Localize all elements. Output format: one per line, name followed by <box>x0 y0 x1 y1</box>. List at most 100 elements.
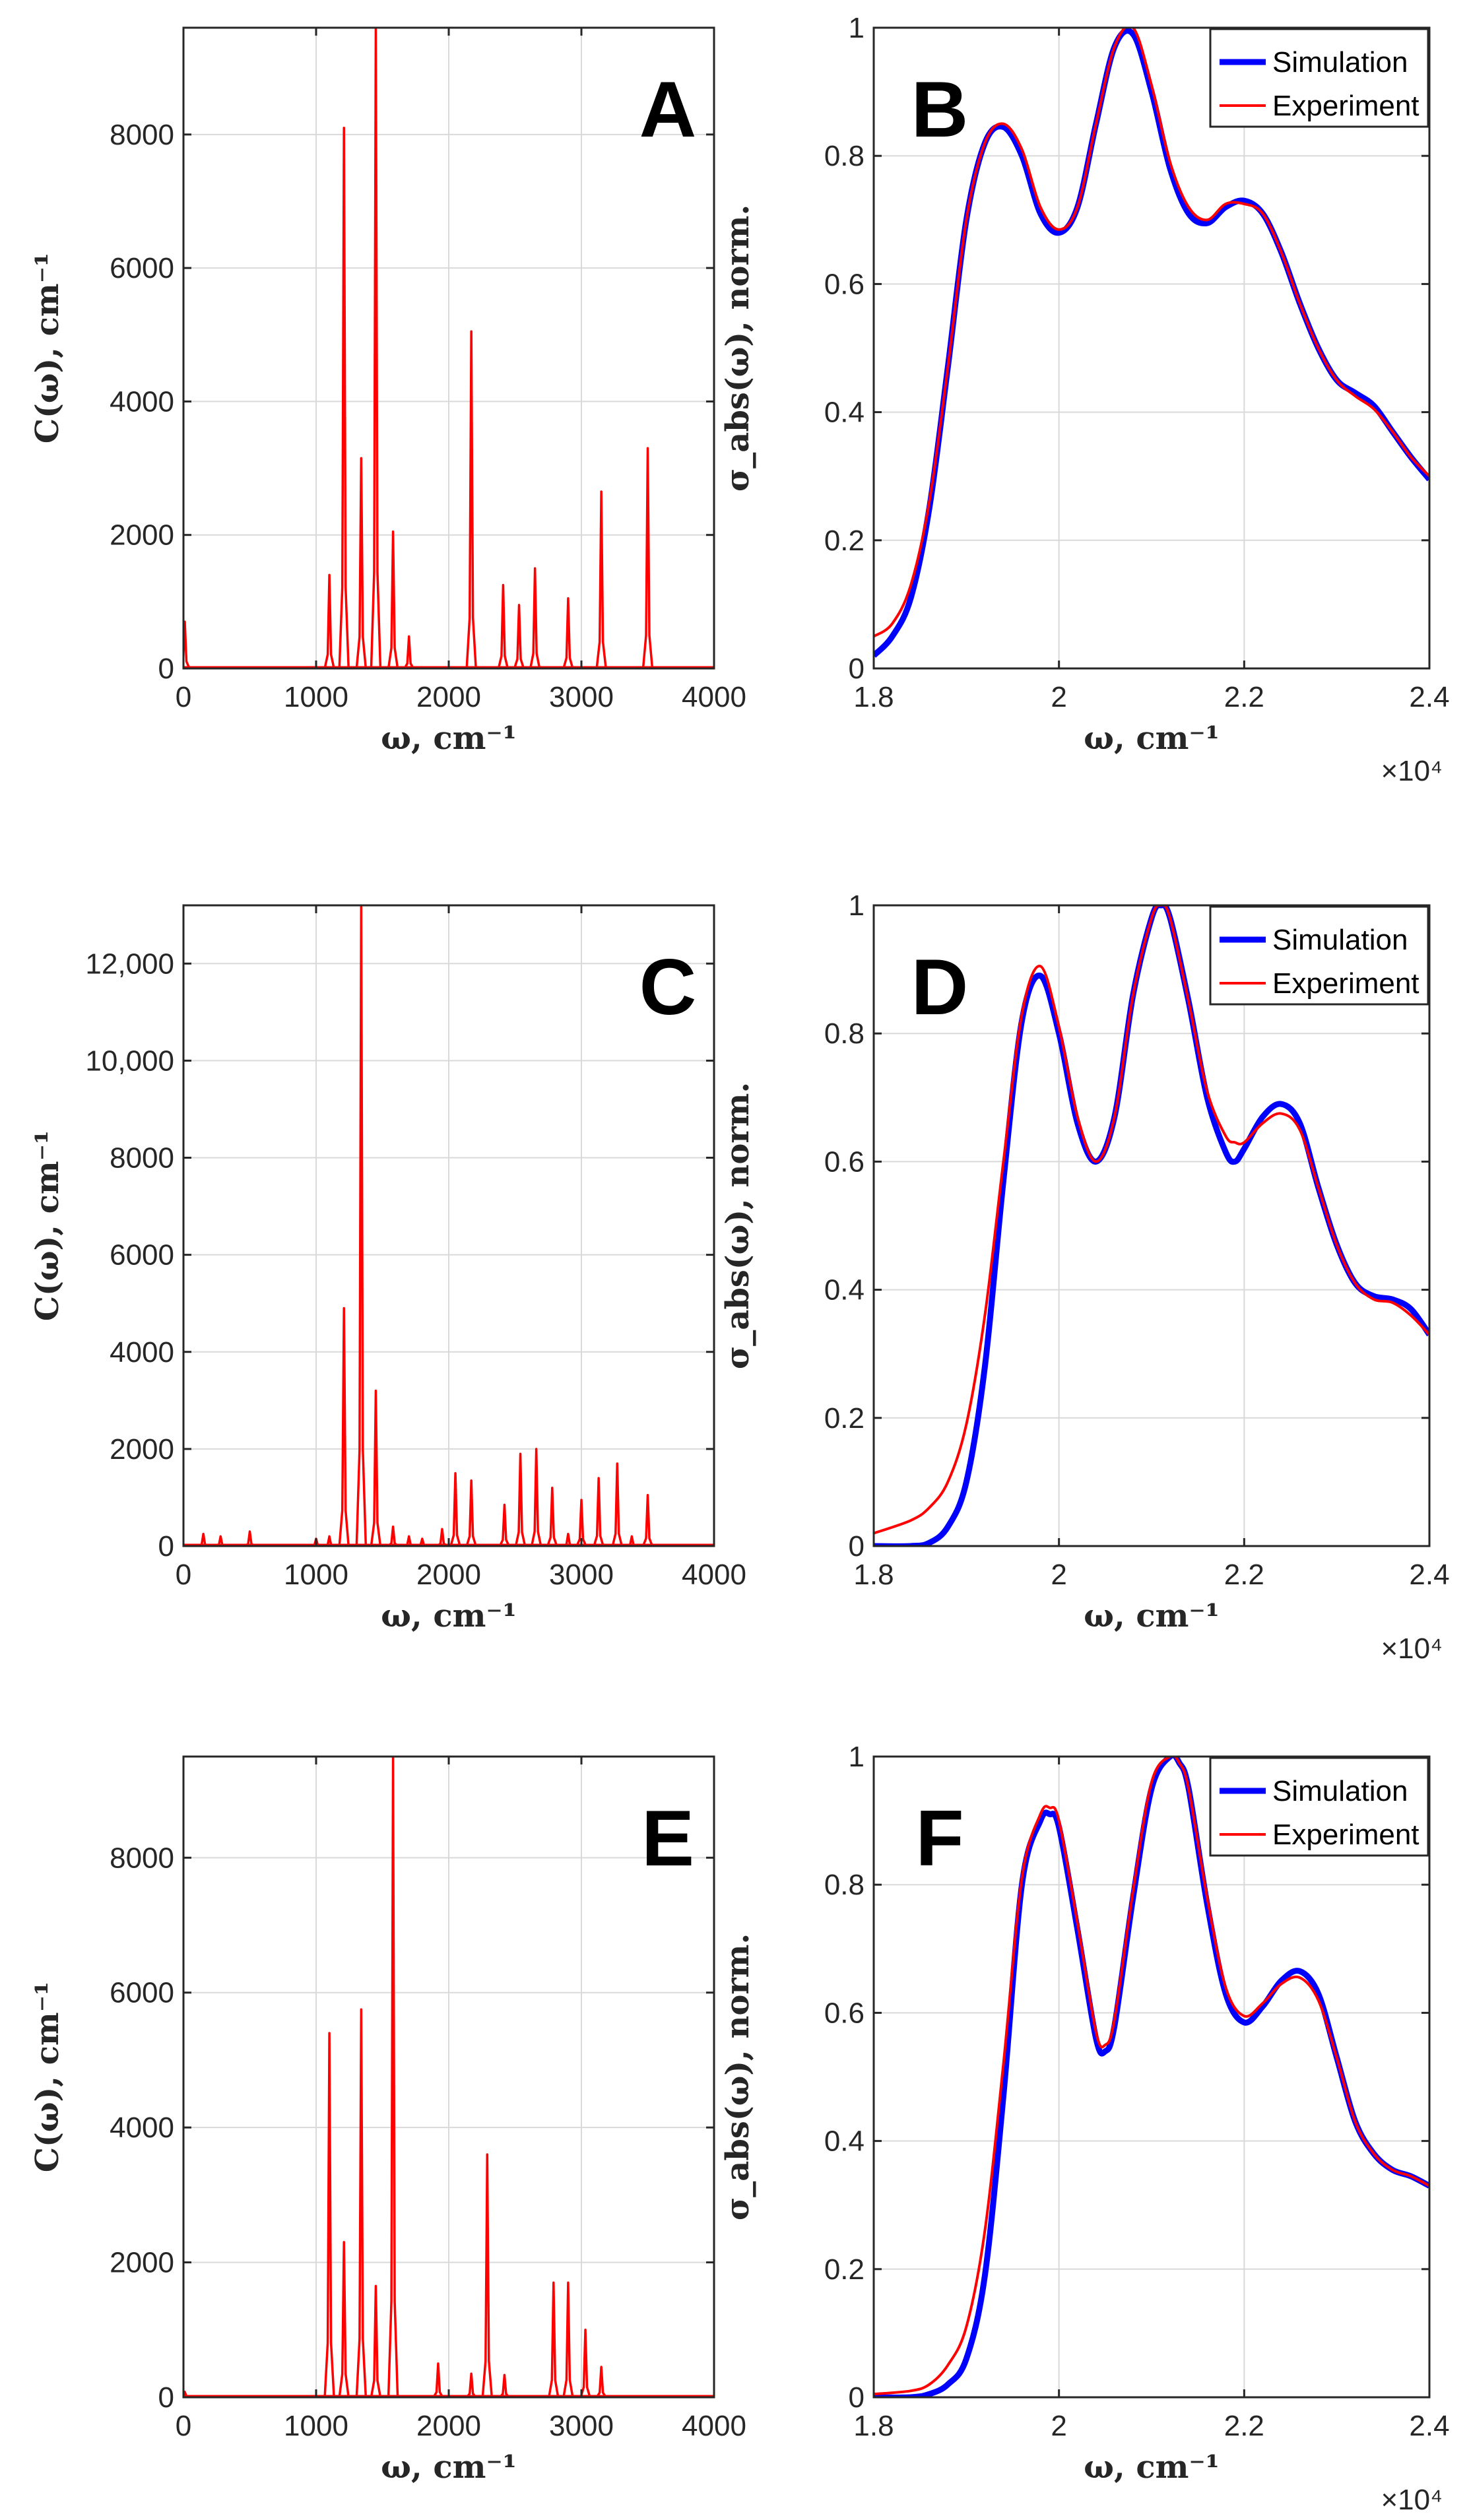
y-tick-label: 0.6 <box>824 1146 865 1178</box>
x-exponent-label: ×10⁴ <box>1381 755 1443 787</box>
legend-label-simulation: Simulation <box>1272 1775 1408 1807</box>
spectral-peak <box>387 1525 399 1546</box>
spectral-peak <box>432 2362 444 2397</box>
panel-c: 0 1000 2000 3000 4000 0 2000 4000 6000 8000 10,000… <box>29 904 746 1634</box>
experiment-line <box>874 905 1429 1535</box>
spectral-peak <box>548 2281 560 2397</box>
spectral-peak <box>513 604 525 668</box>
y-axis-label: σ_abs(ω), norm. <box>719 1082 756 1369</box>
x-tick-label: 1.8 <box>853 1559 894 1591</box>
y-tick-label: 1 <box>849 889 865 922</box>
spectral-peak <box>338 2241 350 2397</box>
axes-box <box>872 904 1431 1547</box>
y-tick-label: 0.6 <box>824 268 865 300</box>
spectral-peak <box>593 1477 604 1546</box>
panel-letter: B <box>911 65 969 154</box>
y-tick-label: 2000 <box>110 2247 174 2279</box>
spectral-peak <box>465 1479 477 1546</box>
y-axis-label: C(ω), cm⁻¹ <box>29 1982 66 2172</box>
spectral-peak <box>355 457 368 668</box>
spectral-peak <box>595 2366 607 2397</box>
x-axis-label: ω, cm⁻¹ <box>1084 2449 1220 2486</box>
spectral-peak <box>595 490 607 668</box>
spectral-peak <box>499 2374 510 2397</box>
x-tick-label: 4000 <box>682 1559 746 1591</box>
y-tick-label: 0 <box>158 653 174 685</box>
y-tick-label: 0.8 <box>824 140 865 172</box>
x-axis-label: ω, cm⁻¹ <box>1084 720 1220 757</box>
y-tick-label: 0.6 <box>824 1997 865 2029</box>
y-tick-label: 6000 <box>110 252 174 284</box>
spectral-peak <box>370 2284 382 2397</box>
x-tick-label: 0 <box>176 681 191 713</box>
legend: Simulation Experiment <box>1209 1757 1429 1857</box>
legend-label-experiment: Experiment <box>1272 967 1420 1000</box>
x-axis-label: ω, cm⁻¹ <box>381 720 517 757</box>
y-tick-label: 2000 <box>110 1433 174 1466</box>
panel-f: 1.8 2 2.2 2.4 0 0.2 0.4 0.6 0.8 1 ω, cm⁻¹ σ_abs(ω),… <box>719 1741 1450 2516</box>
spectral-peak <box>355 2008 368 2397</box>
spectral-peak <box>449 1471 461 1546</box>
y-tick-label: 8000 <box>110 1842 174 1874</box>
legend-box <box>1209 28 1429 128</box>
spectral-peak <box>436 1528 448 1546</box>
x-tick-label: 2000 <box>416 681 481 713</box>
spectral-peak <box>611 1462 623 1546</box>
spectral-peak <box>530 1448 542 1546</box>
panel-b: 1.8 2 2.2 2.4 0 0.2 0.4 0.6 0.8 1 ω, cm⁻¹ σ_abs(ω),… <box>719 12 1450 787</box>
plot-area <box>874 28 1429 668</box>
experiment-line <box>874 1757 1429 2396</box>
y-tick-label: 1 <box>849 1741 865 1773</box>
y-tick-label: 0.4 <box>824 1274 865 1307</box>
spectral-peak <box>338 126 350 668</box>
spectral-peak <box>546 1486 558 1546</box>
x-tick-label: 4000 <box>682 2410 746 2442</box>
spectral-peak <box>562 2281 574 2397</box>
y-axis-label: C(ω), cm⁻¹ <box>29 253 66 443</box>
legend-box <box>1209 1757 1429 1857</box>
x-tick-label: 1000 <box>284 2410 348 2442</box>
y-tick-label: 6000 <box>110 1239 174 1272</box>
spectral-peak <box>465 330 477 668</box>
plot-area <box>874 1757 1429 2397</box>
plot-area <box>874 905 1429 1546</box>
spectral-peak <box>244 1530 255 1546</box>
y-axis-label: C(ω), cm⁻¹ <box>29 1130 66 1321</box>
x-tick-label: 2 <box>1051 2410 1066 2442</box>
panel-a: 0 1000 2000 3000 4000 0 2000 4000 6000 8000 ω, cm⁻… <box>29 26 746 757</box>
y-tick-label: 2000 <box>110 519 174 552</box>
x-tick-label: 2.4 <box>1409 2410 1449 2442</box>
x-tick-label: 4000 <box>682 681 746 713</box>
spectral-peak <box>387 530 399 668</box>
panel-letter: D <box>911 943 969 1031</box>
y-tick-label: 1 <box>849 12 865 44</box>
y-tick-label: 0.8 <box>824 1869 865 1901</box>
x-tick-label: 2.4 <box>1409 681 1449 713</box>
x-tick-label: 3000 <box>549 1559 614 1591</box>
x-tick-label: 2.2 <box>1224 1559 1264 1591</box>
x-tick-label: 0 <box>176 2410 191 2442</box>
x-tick-label: 2 <box>1051 681 1066 713</box>
y-axis-label: σ_abs(ω), norm. <box>719 205 756 492</box>
panel-letter: F <box>915 1794 963 1883</box>
spectral-peak <box>575 1499 587 1546</box>
y-tick-label: 0 <box>849 2381 865 2414</box>
spectral-peak <box>497 583 509 668</box>
spectrum-series-group <box>874 28 1429 658</box>
spectral-peak <box>579 2329 591 2397</box>
spectral-peak <box>481 2153 494 2397</box>
x-tick-label: 1000 <box>284 681 348 713</box>
y-tick-label: 4000 <box>110 385 174 418</box>
spectrum-series-group <box>874 1757 1429 2397</box>
y-tick-label: 8000 <box>110 1142 174 1175</box>
x-axis-label: ω, cm⁻¹ <box>381 2449 517 2486</box>
x-tick-label: 1.8 <box>853 681 894 713</box>
spectral-peak <box>355 905 368 1546</box>
spectral-peak <box>323 573 335 668</box>
x-exponent-label: ×10⁴ <box>1381 1632 1443 1665</box>
y-tick-label: 0 <box>158 2381 174 2414</box>
x-tick-label: 2000 <box>416 2410 481 2442</box>
x-exponent-label: ×10⁴ <box>1381 2484 1443 2516</box>
y-tick-label: 12,000 <box>85 948 174 980</box>
